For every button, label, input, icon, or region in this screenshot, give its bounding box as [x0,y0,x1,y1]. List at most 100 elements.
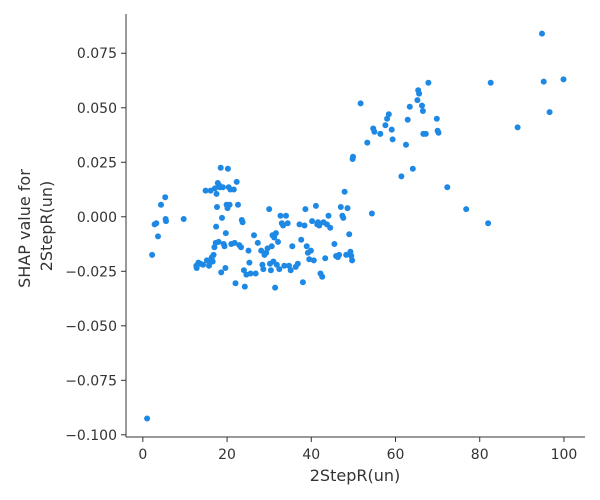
x-ticks: 0 20 40 60 80 100 [138,437,577,463]
data-point [433,115,440,122]
data-point [218,269,225,276]
data-point [266,206,273,213]
data-point [233,178,240,185]
data-point [222,265,229,271]
x-tick-label: 40 [302,447,320,463]
data-point [344,205,351,212]
x-tick-label: 100 [551,447,578,463]
data-point [202,187,209,194]
data-point [277,212,284,219]
data-point [217,164,224,171]
data-point [382,122,389,129]
y-tick-label: 0.050 [77,101,117,117]
data-point [327,224,334,231]
y-tick-label: −0.050 [65,319,117,335]
data-point [254,239,261,246]
data-point [268,243,275,250]
y-tick-label: −0.075 [65,373,117,389]
data-point [301,222,308,229]
data-point [389,136,396,143]
data-point [221,243,228,250]
data-point [238,244,244,251]
data-point [336,251,343,258]
data-point [211,185,218,192]
data-point [371,128,378,135]
x-tick-label: 0 [138,447,147,463]
data-point [287,267,294,274]
data-point [241,283,248,290]
data-point [296,221,303,228]
data-point [283,212,289,219]
data-point [231,239,238,246]
x-tick-label: 20 [218,447,236,463]
y-axis-label-line-2: 2StepR(un) [37,181,56,272]
data-point [149,251,156,258]
data-point [419,102,425,109]
data-point [368,210,375,217]
data-point [215,238,222,245]
data-point [539,30,545,37]
data-point [388,126,395,133]
data-point [163,218,169,225]
data-point [280,222,287,229]
data-point [213,223,220,230]
data-point [222,230,229,237]
data-point [404,116,411,123]
data-point [341,188,348,195]
y-tick-label: 0.000 [77,210,117,226]
data-point [158,201,164,208]
x-tick-label: 60 [387,447,405,463]
data-point [284,220,291,227]
data-point [385,111,392,118]
data-point [155,233,161,240]
data-point [251,232,257,239]
data-point [273,261,280,268]
data-point [560,76,567,83]
data-point [487,79,494,86]
data-point [416,90,423,97]
data-point [214,204,220,210]
data-point [193,265,200,271]
data-point [213,190,220,197]
data-point [289,243,296,250]
y-axis-label-line-1: SHAP value for [15,169,34,288]
data-point [312,202,319,209]
y-axis-label: SHAP value for 2StepR(un) [15,164,56,288]
data-point [419,108,426,114]
data-point [239,219,246,226]
data-point [299,279,306,286]
y-tick-label: 0.025 [77,155,117,171]
data-point [325,212,332,219]
data-point [322,255,329,262]
data-point [349,257,356,264]
data-point [232,280,239,287]
data-point [226,201,233,208]
data-point [514,124,521,131]
data-point [275,238,281,245]
data-point [245,247,252,254]
data-point [209,258,216,265]
data-point [377,130,384,137]
data-point [340,214,347,221]
data-points [144,30,567,422]
data-point [414,97,421,104]
data-point [180,216,187,222]
data-point [258,247,265,254]
data-point [398,173,405,180]
data-point [260,266,267,273]
data-point [463,206,470,213]
data-point [276,266,283,273]
data-point [219,184,226,191]
data-point [153,220,160,227]
data-point [337,204,344,210]
data-point [364,139,371,146]
data-point [272,284,279,291]
data-point [309,218,316,225]
data-point [281,262,288,269]
data-point [240,267,247,274]
data-point [409,165,416,172]
y-ticks: −0.100 −0.075 −0.050 −0.025 0.000 0.025 0.050 0… [65,46,126,444]
data-point [307,247,314,254]
data-point [230,186,237,193]
